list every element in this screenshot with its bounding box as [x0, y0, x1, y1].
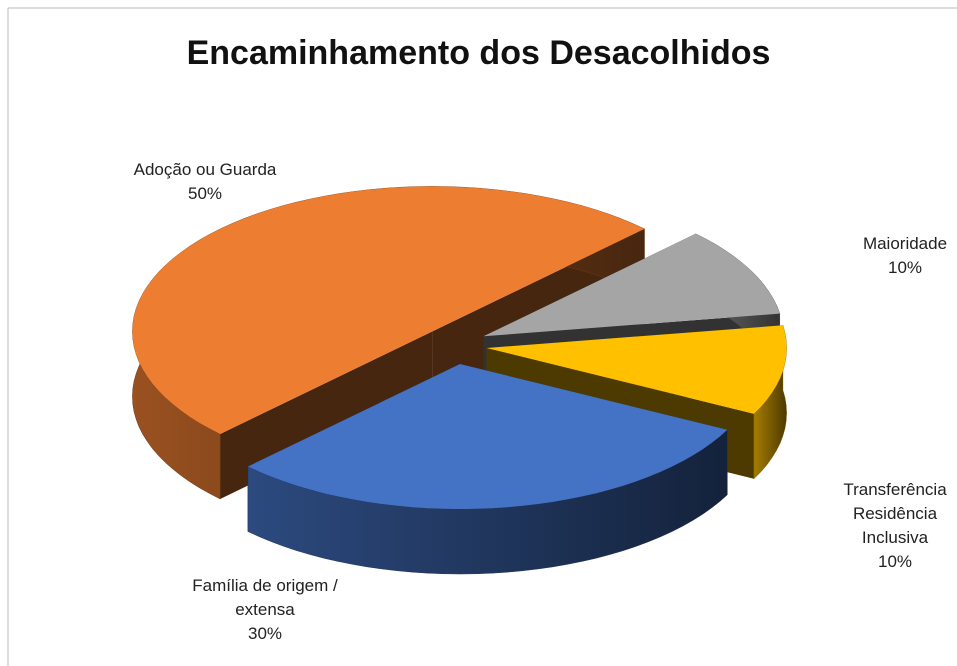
data-label: Transferência Residência Inclusiva 10% [830, 478, 957, 574]
category-label: Transferência Residência Inclusiva [843, 480, 947, 547]
pie-slice [247, 364, 728, 575]
category-label: Adoção ou Guarda [133, 160, 277, 179]
data-label: Adoção ou Guarda 50% [95, 158, 315, 206]
data-label: Maioridade 10% [850, 232, 957, 280]
value-label: 10% [877, 552, 913, 571]
data-label: Família de origem / extensa 30% [165, 574, 365, 646]
value-label: 10% [887, 258, 923, 277]
chart-title: Encaminhamento dos Desacolhidos [186, 34, 771, 72]
slice-top [132, 186, 645, 434]
value-label: 50% [187, 184, 223, 203]
slice-top [483, 233, 780, 337]
slice-top [486, 325, 787, 414]
value-label: 30% [247, 624, 283, 643]
slice-top [247, 364, 728, 509]
category-label: Família de origem / extensa [192, 576, 338, 619]
category-label: Maioridade [862, 234, 948, 253]
